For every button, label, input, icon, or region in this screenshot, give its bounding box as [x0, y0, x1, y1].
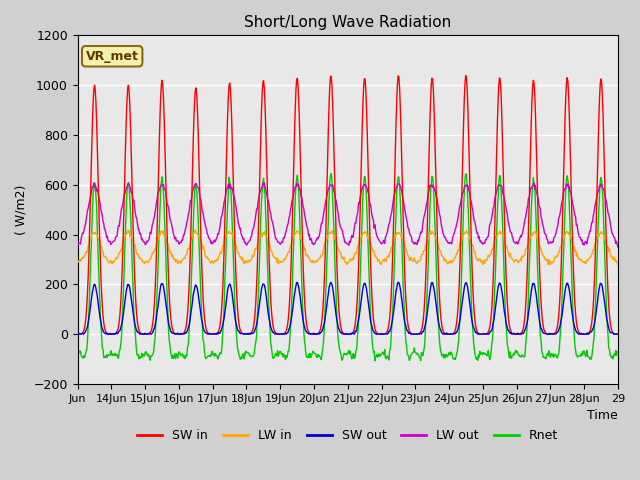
Title: Short/Long Wave Radiation: Short/Long Wave Radiation — [244, 15, 451, 30]
Y-axis label: ( W/m2): ( W/m2) — [15, 184, 28, 235]
Legend: SW in, LW in, SW out, LW out, Rnet: SW in, LW in, SW out, LW out, Rnet — [132, 424, 563, 447]
X-axis label: Time: Time — [587, 409, 618, 422]
Text: VR_met: VR_met — [86, 50, 139, 63]
